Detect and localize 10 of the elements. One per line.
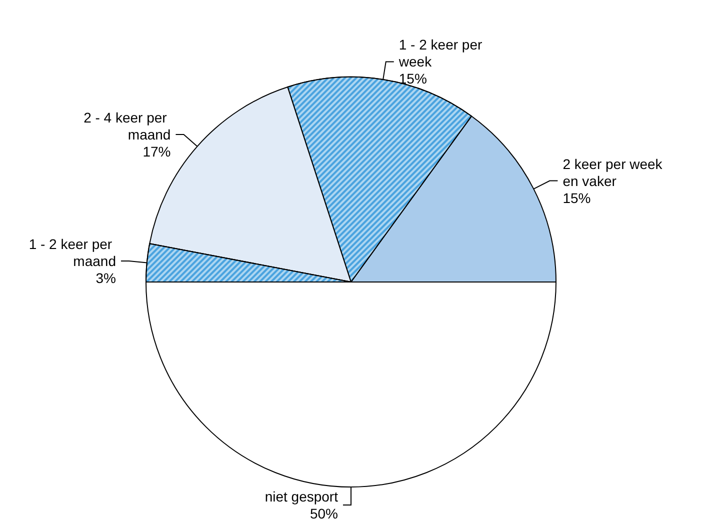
slice-label: niet gesport bbox=[264, 488, 338, 504]
data-label: 3% bbox=[96, 270, 116, 286]
slice-label: 1 - 2 keer per maand bbox=[28, 236, 116, 270]
data-label: 17% bbox=[142, 144, 171, 160]
data-label: 15% bbox=[562, 190, 591, 206]
slice-label: 2 - 4 keer per maand bbox=[84, 110, 171, 143]
data-label: 50% bbox=[310, 506, 338, 522]
slice-label: 2 keer per week en vaker bbox=[562, 156, 666, 189]
slice-label: 1 - 2 keer per week bbox=[398, 36, 486, 70]
data-label: 15% bbox=[398, 70, 427, 87]
